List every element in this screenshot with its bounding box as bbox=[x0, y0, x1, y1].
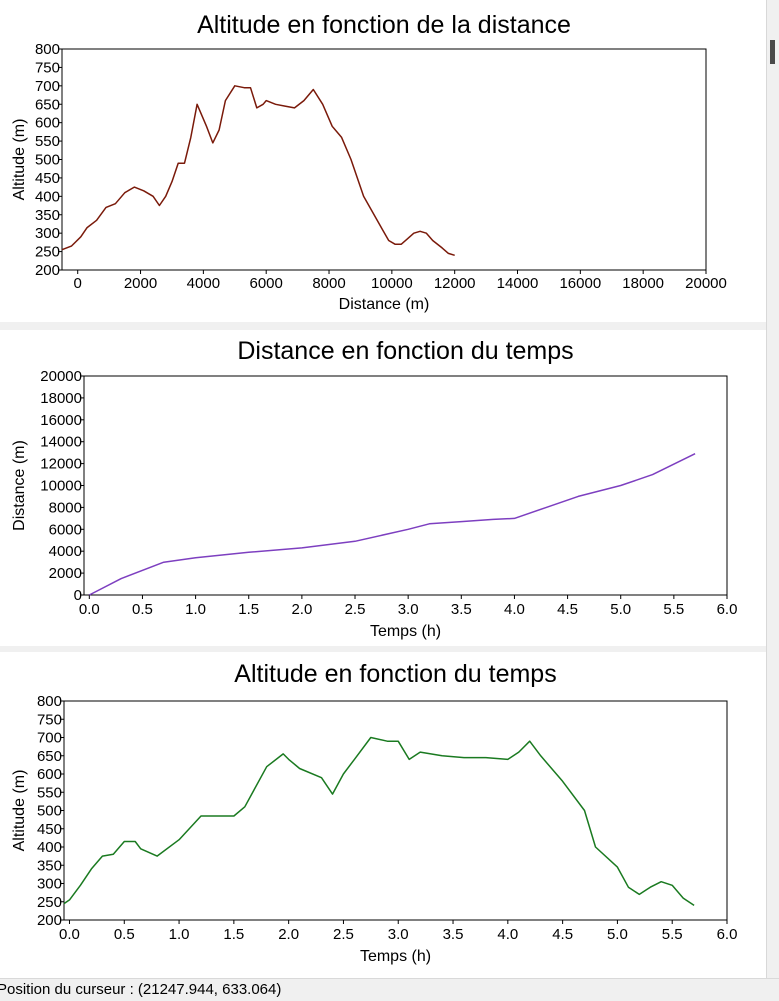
x-tick-label: 0.5 bbox=[114, 926, 135, 943]
x-tick-label: 20000 bbox=[685, 275, 727, 292]
x-tick-label: 6.0 bbox=[717, 601, 738, 618]
x-tick-label: 3.5 bbox=[443, 926, 464, 943]
y-tick-label: 400 bbox=[35, 188, 60, 205]
x-tick-label: 5.0 bbox=[607, 926, 628, 943]
y-tick-label: 14000 bbox=[40, 434, 82, 451]
y-tick-label: 400 bbox=[37, 839, 62, 856]
x-tick-label: 14000 bbox=[497, 275, 539, 292]
y-tick-label: 10000 bbox=[40, 478, 82, 495]
x-tick-label: 2.5 bbox=[333, 926, 354, 943]
y-tick-label: 500 bbox=[37, 803, 62, 820]
plot-area-altitude-temps[interactable] bbox=[63, 700, 728, 921]
x-tick-label: 4.0 bbox=[497, 926, 518, 943]
y-tick-label: 0 bbox=[74, 587, 82, 604]
x-tick-label: 1.0 bbox=[169, 926, 190, 943]
y-axis-title: Altitude (m) bbox=[11, 119, 28, 201]
series-line-distance-temps bbox=[88, 453, 696, 596]
chart-title-altitude-distance: Altitude en fonction de la distance bbox=[197, 11, 571, 39]
y-tick-label: 250 bbox=[35, 244, 60, 261]
x-tick-label: 4.0 bbox=[504, 601, 525, 618]
y-tick-label: 16000 bbox=[40, 412, 82, 429]
y-tick-label: 750 bbox=[35, 59, 60, 76]
x-tick-label: 2.5 bbox=[345, 601, 366, 618]
y-tick-label: 12000 bbox=[40, 456, 82, 473]
y-tick-label: 350 bbox=[37, 857, 62, 874]
x-tick-label: 1.0 bbox=[185, 601, 206, 618]
y-tick-label: 650 bbox=[35, 96, 60, 113]
y-tick-label: 8000 bbox=[49, 499, 82, 516]
y-tick-label: 750 bbox=[37, 711, 62, 728]
y-tick-label: 800 bbox=[37, 693, 62, 710]
y-tick-label: 600 bbox=[35, 115, 60, 132]
x-tick-label: 4.5 bbox=[552, 926, 573, 943]
x-axis-title: Distance (m) bbox=[339, 296, 430, 313]
x-tick-label: 2000 bbox=[124, 275, 157, 292]
series-line-altitude-temps bbox=[63, 736, 695, 907]
y-tick-label: 4000 bbox=[49, 543, 82, 560]
x-tick-label: 10000 bbox=[371, 275, 413, 292]
cursor-position-text: Position du curseur : (21247.944, 633.06… bbox=[0, 981, 282, 998]
x-tick-label: 16000 bbox=[559, 275, 601, 292]
y-tick-label: 6000 bbox=[49, 521, 82, 538]
x-tick-label: 18000 bbox=[622, 275, 664, 292]
scroll-thumb[interactable] bbox=[770, 40, 775, 64]
plot-area-distance-temps[interactable] bbox=[83, 375, 728, 596]
y-tick-label: 550 bbox=[37, 784, 62, 801]
x-tick-label: 3.0 bbox=[398, 601, 419, 618]
x-tick-label: 3.0 bbox=[388, 926, 409, 943]
y-tick-label: 500 bbox=[35, 152, 60, 169]
x-tick-label: 5.0 bbox=[610, 601, 631, 618]
y-tick-label: 300 bbox=[37, 876, 62, 893]
x-tick-label: 4000 bbox=[187, 275, 220, 292]
y-tick-label: 800 bbox=[35, 41, 60, 58]
y-tick-label: 18000 bbox=[40, 390, 82, 407]
window-edge bbox=[766, 0, 779, 978]
chart-altitude-distance[interactable]: Altitude en fonction de la distance 20025… bbox=[0, 0, 766, 322]
x-tick-label: 0 bbox=[74, 275, 82, 292]
x-axis-title: Temps (h) bbox=[370, 623, 441, 640]
y-tick-label: 650 bbox=[37, 748, 62, 765]
y-axis-title: Distance (m) bbox=[11, 440, 28, 531]
x-tick-label: 4.5 bbox=[557, 601, 578, 618]
y-tick-label: 450 bbox=[35, 170, 60, 187]
y-tick-label: 200 bbox=[37, 912, 62, 929]
y-tick-label: 20000 bbox=[40, 368, 82, 385]
x-tick-label: 8000 bbox=[312, 275, 345, 292]
status-bar: Position du curseur : (21247.944, 633.06… bbox=[0, 978, 779, 1001]
x-tick-label: 12000 bbox=[434, 275, 476, 292]
x-tick-label: 0.0 bbox=[79, 601, 100, 618]
x-tick-label: 3.5 bbox=[451, 601, 472, 618]
y-tick-label: 2000 bbox=[49, 565, 82, 582]
x-tick-label: 0.5 bbox=[132, 601, 153, 618]
chart-panel-altitude-temps[interactable]: Altitude en fonction du temps 200 250 300 35… bbox=[0, 652, 766, 978]
y-tick-label: 350 bbox=[35, 207, 60, 224]
series-line-altitude-distance bbox=[61, 85, 455, 257]
y-tick-label: 300 bbox=[35, 225, 60, 242]
y-tick-label: 700 bbox=[35, 78, 60, 95]
x-tick-label: 0.0 bbox=[59, 926, 80, 943]
chart-panel-altitude-distance[interactable]: Altitude en fonction de la distance 200 25… bbox=[0, 0, 766, 322]
y-tick-label: 600 bbox=[37, 766, 62, 783]
x-tick-label: 1.5 bbox=[223, 926, 244, 943]
plot-area-altitude-distance[interactable] bbox=[61, 48, 707, 271]
y-tick-label: 200 bbox=[35, 262, 60, 279]
chart-distance-temps[interactable]: Distance en fonction du temps 0 2000 4000 60… bbox=[0, 330, 766, 646]
x-tick-label: 2.0 bbox=[278, 926, 299, 943]
x-tick-label: 6.0 bbox=[717, 926, 738, 943]
x-tick-label: 1.5 bbox=[238, 601, 259, 618]
x-axis-title: Temps (h) bbox=[360, 948, 431, 965]
x-tick-label: 6000 bbox=[250, 275, 283, 292]
y-tick-label: 550 bbox=[35, 133, 60, 150]
chart-title-altitude-temps: Altitude en fonction du temps bbox=[234, 660, 556, 688]
chart-title-distance-temps: Distance en fonction du temps bbox=[237, 337, 573, 365]
y-axis-title: Altitude (m) bbox=[11, 770, 28, 852]
x-tick-label: 5.5 bbox=[663, 601, 684, 618]
y-tick-label: 700 bbox=[37, 730, 62, 747]
y-tick-label: 250 bbox=[37, 894, 62, 911]
y-tick-label: 450 bbox=[37, 821, 62, 838]
x-tick-label: 2.0 bbox=[291, 601, 312, 618]
x-tick-label: 5.5 bbox=[662, 926, 683, 943]
chart-panel-distance-temps[interactable]: Distance en fonction du temps 0 2000 4000 60… bbox=[0, 330, 766, 646]
